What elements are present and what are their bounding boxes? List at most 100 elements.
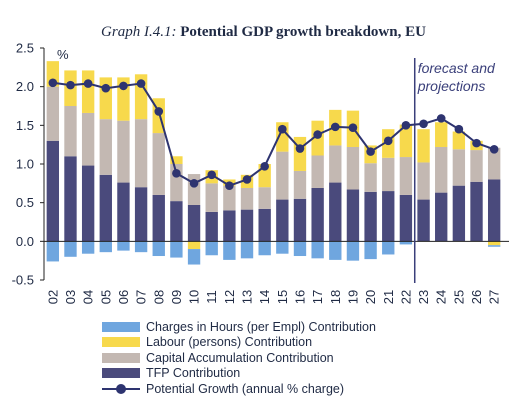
bar-segment <box>311 187 324 242</box>
y-tick-label: -0.5 <box>12 273 34 288</box>
y-tick-label: 0.5 <box>16 195 34 210</box>
legend-swatch <box>102 383 140 394</box>
line-point <box>419 119 428 129</box>
legend-item: TFP Contribution <box>102 366 376 382</box>
x-tick-label: 09 <box>169 290 184 304</box>
bar-segment <box>487 245 501 247</box>
y-tick-label: 2.0 <box>16 79 34 94</box>
line-point <box>66 80 75 90</box>
x-tick-label: 27 <box>487 290 502 304</box>
bar-segment <box>382 157 395 192</box>
bar-segment <box>435 146 448 193</box>
line-point <box>189 179 199 188</box>
x-tick-label: 22 <box>398 290 413 304</box>
line-point <box>313 130 322 139</box>
legend-label: Potential Growth (annual % charge) <box>146 381 345 396</box>
x-tick-label: 21 <box>381 290 396 304</box>
line-point <box>48 78 58 88</box>
bar-segment <box>452 149 466 186</box>
y-tick-label: 1.5 <box>16 118 34 133</box>
legend-label: TFP Contribution <box>146 366 241 381</box>
legend-label: Labour (persons) Contribution <box>146 335 313 350</box>
bar-segment <box>187 174 201 205</box>
bar-segment <box>81 112 95 166</box>
bar-segment <box>170 241 183 258</box>
bar-segment <box>435 122 448 147</box>
line-point <box>172 168 181 178</box>
bar-segment <box>117 182 130 242</box>
bar-segment <box>99 241 112 253</box>
bar-segment <box>117 120 130 183</box>
bar-segment <box>452 131 466 150</box>
chart-title-prefix: Graph I.4.1: <box>101 24 177 40</box>
bar-segment <box>399 194 413 242</box>
legend: Charges in Hours (per Empl) Contribution… <box>102 319 376 397</box>
line-point <box>348 123 358 132</box>
line-point <box>489 145 499 154</box>
bar-segment <box>170 201 183 242</box>
line-point <box>401 121 411 130</box>
bar-segment <box>46 140 60 242</box>
line-point <box>295 144 305 153</box>
x-tick-label: 11 <box>204 290 219 304</box>
bar-segment <box>293 198 307 242</box>
bar-segment <box>487 147 501 180</box>
bar-segment <box>258 241 271 256</box>
x-tick-label: 03 <box>63 290 78 304</box>
line-point <box>472 138 481 148</box>
x-tick-label: 17 <box>310 290 325 304</box>
bar-segment <box>99 119 112 175</box>
x-tick-label: 06 <box>116 290 131 304</box>
bar-segment <box>134 241 148 253</box>
x-tick-label: 07 <box>134 290 149 304</box>
x-tick-label: 10 <box>187 290 202 304</box>
bar-segment <box>134 119 148 188</box>
line-point <box>436 114 446 123</box>
line-point <box>119 81 128 91</box>
bar-segment <box>435 192 448 242</box>
bar-segment <box>134 187 148 242</box>
bar-segment <box>399 241 413 245</box>
bar-segment <box>46 241 60 262</box>
bar-segment <box>329 145 342 183</box>
bar-segment <box>152 194 165 242</box>
bar-segment <box>382 191 395 242</box>
line-point <box>260 162 269 171</box>
y-tick-label: 0.0 <box>16 234 34 249</box>
bar-segment <box>187 241 201 250</box>
legend-label: Charges in Hours (per Empl) Contribution <box>146 319 376 334</box>
bar-segment <box>117 241 130 251</box>
bar-segment <box>205 211 218 242</box>
x-tick-label: 08 <box>151 290 166 304</box>
line-point <box>242 175 252 184</box>
bar-segment <box>46 86 60 141</box>
bar-segment <box>293 241 307 257</box>
bar-segment <box>470 150 483 182</box>
legend-item: Capital Accumulation Contribution <box>102 350 376 366</box>
line-point <box>136 79 146 88</box>
bar-segment <box>487 179 501 242</box>
bar-segment <box>64 106 77 157</box>
legend-swatch <box>102 352 140 363</box>
bar-segment <box>223 185 236 211</box>
y-tick-label: 1.0 <box>16 157 34 172</box>
bar-segment <box>329 182 342 242</box>
bar-segment <box>258 208 271 242</box>
legend-label: Capital Accumulation Contribution <box>146 350 334 365</box>
forecast-annotation-line2: projections <box>417 78 486 94</box>
bar-segment <box>311 155 324 188</box>
legend-swatch <box>102 321 140 332</box>
line-point <box>330 122 340 132</box>
x-tick-label: 24 <box>434 290 449 304</box>
bar-segment <box>276 199 289 242</box>
bar-segment <box>64 241 77 257</box>
bar-segment <box>417 162 430 200</box>
bar-segment <box>417 199 430 242</box>
x-tick-label: 25 <box>451 290 466 304</box>
bar-segment <box>417 129 430 163</box>
bar-segment <box>364 163 377 192</box>
y-tick-label: 2.5 <box>16 41 34 56</box>
bar-segment <box>399 124 413 158</box>
bar-segment <box>152 241 165 257</box>
